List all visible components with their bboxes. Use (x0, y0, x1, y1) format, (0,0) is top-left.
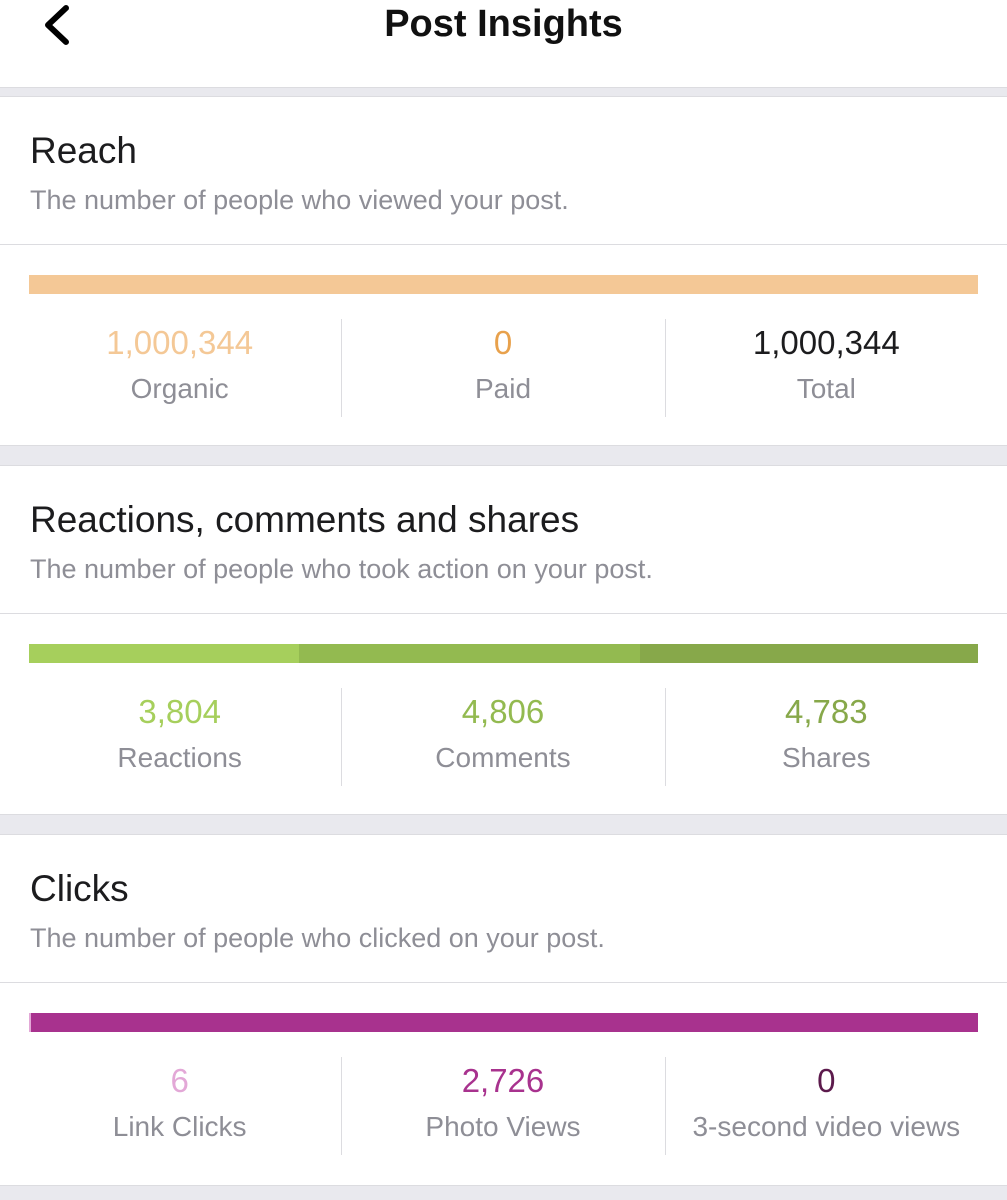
page-title: Post Insights (384, 3, 623, 45)
section-header: Reactions, comments and shares The numbe… (0, 466, 1007, 614)
engagement-stats: 3,804 Reactions 4,806 Comments 4,783 Sha… (18, 688, 988, 786)
stat-reactions[interactable]: 3,804 Reactions (18, 688, 341, 786)
stat-value: 2,726 (461, 1062, 545, 1099)
section-subtitle: The number of people who took action on … (30, 554, 653, 584)
bar-segment-1 (29, 275, 978, 294)
stat-value: 0 (817, 1062, 836, 1099)
bar-segment-3 (640, 644, 978, 663)
stat-value: 6 (170, 1062, 189, 1099)
bar-segment-1 (29, 1013, 32, 1032)
stat-photo-views[interactable]: 2,726 Photo Views (341, 1057, 664, 1155)
stat-value: 1,000,344 (752, 324, 900, 361)
bar-segment-2 (298, 644, 641, 663)
section-subtitle: The number of people who clicked on your… (30, 923, 605, 953)
engagement-bar (29, 644, 978, 663)
section-title: Reach (30, 130, 137, 171)
stat-value: 4,806 (461, 693, 545, 730)
section-header: Reach The number of people who viewed yo… (0, 97, 1007, 245)
section-title: Reactions, comments and shares (30, 499, 580, 540)
chevron-left-icon[interactable] (38, 2, 78, 48)
stat-label: Organic (130, 373, 229, 404)
stat-shares[interactable]: 4,783 Shares (664, 688, 988, 786)
bar-segment-2 (31, 1013, 978, 1032)
stat-video-views[interactable]: 0 3-second video views (664, 1057, 988, 1155)
reach-stats: 1,000,344 Organic 0 Paid 1,000,344 Total (18, 319, 988, 417)
stat-value: 4,783 (785, 693, 868, 730)
clicks-stats: 6 Link Clicks 2,726 Photo Views 0 3-seco… (18, 1057, 988, 1155)
stat-link-clicks[interactable]: 6 Link Clicks (18, 1057, 341, 1155)
section-header: Clicks The number of people who clicked … (0, 835, 1007, 983)
stat-label: 3-second video views (692, 1111, 961, 1142)
stat-value: 0 (493, 324, 513, 361)
stat-label: Paid (474, 373, 532, 404)
reach-section: Reach The number of people who viewed yo… (0, 96, 1007, 446)
stat-value: 3,804 (138, 693, 221, 730)
bar-segment-1 (29, 644, 299, 663)
section-title: Clicks (30, 868, 129, 909)
clicks-section: Clicks The number of people who clicked … (0, 834, 1007, 1186)
stat-comments[interactable]: 4,806 Comments (341, 688, 664, 786)
stat-label: Total (796, 373, 856, 404)
stat-paid[interactable]: 0 Paid (341, 319, 664, 417)
clicks-bar (29, 1013, 978, 1032)
stat-organic[interactable]: 1,000,344 Organic (18, 319, 341, 417)
stat-total[interactable]: 1,000,344 Total (664, 319, 988, 417)
stat-label: Shares (781, 742, 871, 773)
stat-value: 1,000,344 (106, 324, 254, 361)
stat-label: Photo Views (425, 1111, 581, 1142)
header-bar: Post Insights (0, 0, 1007, 88)
engagement-section: Reactions, comments and shares The numbe… (0, 465, 1007, 815)
stat-label: Link Clicks (112, 1111, 247, 1142)
section-subtitle: The number of people who viewed your pos… (30, 185, 569, 215)
stat-label: Reactions (117, 742, 242, 773)
stat-label: Comments (435, 742, 571, 773)
reach-bar (29, 275, 978, 294)
